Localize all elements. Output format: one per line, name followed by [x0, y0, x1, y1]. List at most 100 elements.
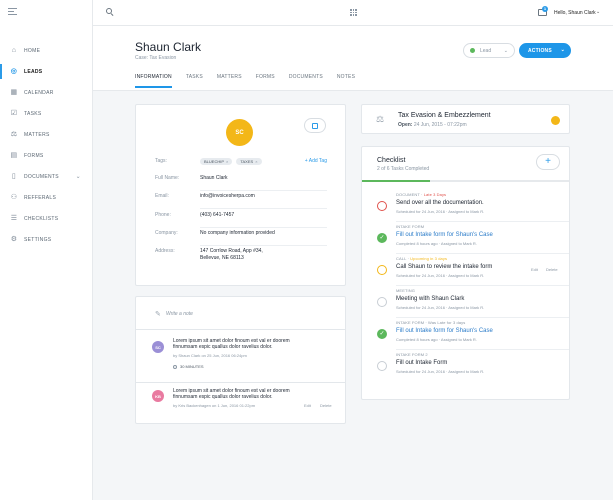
delete-link[interactable]: Delete	[320, 403, 332, 408]
sidebar-item-home[interactable]: ⌂ HOME	[0, 40, 93, 61]
chevron-down-icon[interactable]: ⌄	[75, 174, 81, 180]
search-icon[interactable]	[106, 8, 114, 16]
opened-label: Open:	[398, 122, 413, 128]
tab-notes[interactable]: NOTES	[336, 74, 356, 80]
task-checkbox[interactable]	[377, 201, 387, 211]
task-title[interactable]: Send over all the documentation.	[396, 200, 484, 206]
apps-grid-icon[interactable]	[350, 9, 357, 16]
chevron-down-icon[interactable]: ⌄	[596, 9, 601, 15]
tab-bar: INFORMATION TASKS MATTERS FORMS DOCUMENT…	[135, 74, 369, 88]
sidebar-item-forms[interactable]: ▤ FORMS	[0, 145, 93, 166]
avatar: SC	[152, 341, 164, 353]
user-greeting[interactable]: Hello, Shaun Clark	[554, 10, 596, 16]
scales-icon: ⚖	[376, 114, 385, 124]
task-label: DOCUMENT · Late 3 Days	[396, 192, 447, 197]
tab-documents[interactable]: DOCUMENTS	[288, 74, 323, 80]
sidebar-item-calendar[interactable]: ▦ CALENDAR	[0, 82, 93, 103]
stage-select[interactable]: Lead ⌄	[463, 43, 515, 58]
checklist-task: DOCUMENT · Late 3 Days Send over all the…	[362, 190, 569, 222]
sidebar-item-checklists[interactable]: ☰ CHECKLISTS	[0, 208, 93, 229]
tab-forms[interactable]: FORMS	[255, 74, 275, 80]
divider	[396, 317, 569, 318]
task-title[interactable]: Meeting with Shaun Clark	[396, 296, 465, 302]
duration-label: 30 MINUTES	[180, 364, 204, 369]
task-checkbox-checked[interactable]: ✓	[377, 329, 387, 339]
task-checkbox[interactable]	[377, 361, 387, 371]
full-name-row: Full Name: Shaun Clark	[155, 173, 327, 191]
note-meta: by Kris Backenhagen on 1 Jun, 2016 01:22…	[173, 403, 256, 408]
sidebar-item-tasks[interactable]: ☑ TASKS	[0, 103, 93, 124]
tab-tasks[interactable]: TASKS	[185, 74, 203, 80]
edit-link[interactable]: Edit	[304, 403, 311, 408]
company-value: No company information provided	[200, 230, 275, 236]
address-line: Bellevue, NE 68113	[200, 255, 244, 261]
note-input[interactable]: ✎ Write a note	[136, 297, 345, 330]
divider	[396, 253, 569, 254]
checklist-task: ✓ INTAKE FORM Fill out Intake form for S…	[362, 222, 569, 254]
settings-icon: ⚙	[10, 235, 18, 243]
note-placeholder: Write a note	[166, 311, 193, 317]
case-card[interactable]: ⚖ Tax Evasion & Embezzlement Open: 24 Ju…	[361, 104, 570, 134]
checklist-title: Checklist	[377, 157, 406, 164]
sidebar-item-label: FORMS	[24, 152, 44, 159]
top-bar: 1 Hello, Shaun Clark ⌄	[93, 0, 613, 26]
task-checkbox-checked[interactable]: ✓	[377, 233, 387, 243]
task-checkbox[interactable]	[377, 265, 387, 275]
edit-link[interactable]: Edit	[531, 267, 538, 272]
menu-icon[interactable]	[8, 8, 17, 16]
actions-label: ACTIONS	[528, 47, 552, 54]
sidebar-item-label: DOCUMENTS	[24, 173, 59, 180]
close-icon[interactable]: ×	[255, 159, 258, 164]
note-text-line: Lorem ipsum sit amet dolor finoum est va…	[173, 338, 290, 344]
sidebar-item-documents[interactable]: ▯ DOCUMENTS ⌄	[0, 166, 93, 187]
tag-chip: TAXES ×	[236, 158, 262, 165]
task-status: Was Late for 3 days	[428, 320, 466, 325]
task-status: Upcoming in 3 days	[410, 256, 448, 261]
task-label: INTAKE FORM · Was Late for 3 days	[396, 320, 466, 325]
tab-matters[interactable]: MATTERS	[216, 74, 242, 80]
tab-information[interactable]: INFORMATION	[135, 74, 172, 88]
sidebar-item-leads[interactable]: ◎ LEADS	[0, 61, 93, 82]
task-title[interactable]: Fill out Intake form for Shaun's Case	[396, 232, 493, 238]
task-type: INTAKE FORM	[396, 320, 425, 325]
field-label: Email:	[155, 193, 169, 199]
tag-label: TAXES	[240, 159, 254, 164]
sidebar-item-label: TASKS	[24, 110, 42, 117]
sidebar-item-label: SETTINGS	[24, 236, 52, 243]
referrals-icon: ⚇	[10, 193, 18, 201]
sidebar-item-referrals[interactable]: ⚇ REFFERALS	[0, 187, 93, 208]
close-icon[interactable]: ×	[226, 159, 229, 164]
sidebar-item-label: LEADS	[24, 68, 43, 75]
address-line: 147 Corrlow Road, App #34,	[200, 248, 263, 254]
sidebar-item-settings[interactable]: ⚙ SETTINGS	[0, 229, 93, 250]
task-title[interactable]: Call Shaun to review the intake form	[396, 264, 493, 270]
sidebar-item-label: CHECKLISTS	[24, 215, 59, 222]
actions-button[interactable]: ACTIONS ⌄	[519, 43, 571, 58]
edit-button[interactable]	[304, 118, 326, 133]
sidebar-item-matters[interactable]: ⚖ MATTERS	[0, 124, 93, 145]
tags-list: BLUECHIP × TAXES ×	[200, 158, 266, 166]
task-title[interactable]: Fill out Intake form for Shaun's Case	[396, 328, 493, 334]
sidebar-item-label: MATTERS	[24, 131, 50, 138]
opened-value: 24 Jun, 2015 - 07:22pm	[413, 122, 467, 128]
divider	[200, 208, 327, 209]
checklist-progress	[362, 180, 569, 182]
delete-link[interactable]: Delete	[546, 267, 558, 272]
page-title: Shaun Clark	[135, 40, 202, 54]
email-value[interactable]: info@invoicesherpa.com	[200, 193, 255, 199]
phone-value[interactable]: (403) 641-7457	[200, 212, 235, 218]
checklist-task: INTAKE FORM 2 Fill out Intake Form Sched…	[362, 350, 569, 382]
sidebar-item-label: HOME	[24, 47, 41, 54]
phone-row: Phone: (403) 641-7457	[155, 210, 327, 228]
task-title[interactable]: Fill out Intake Form	[396, 360, 448, 366]
add-task-button[interactable]: +	[536, 154, 560, 170]
checklist-subtitle: 2 of 6 Tasks Completed	[377, 166, 430, 172]
task-checkbox[interactable]	[377, 297, 387, 307]
add-tag-link[interactable]: + Add Tag	[304, 158, 327, 164]
task-meta: Completed 8 hours ago · Assigned to Mark…	[396, 337, 477, 342]
matters-icon: ⚖	[10, 130, 18, 138]
divider	[396, 349, 569, 350]
task-meta: Scheduled for 24 Jun, 2016 · Assigned to…	[396, 305, 485, 310]
stage-value: Lead	[480, 47, 492, 54]
tag-chip: BLUECHIP ×	[200, 158, 233, 165]
